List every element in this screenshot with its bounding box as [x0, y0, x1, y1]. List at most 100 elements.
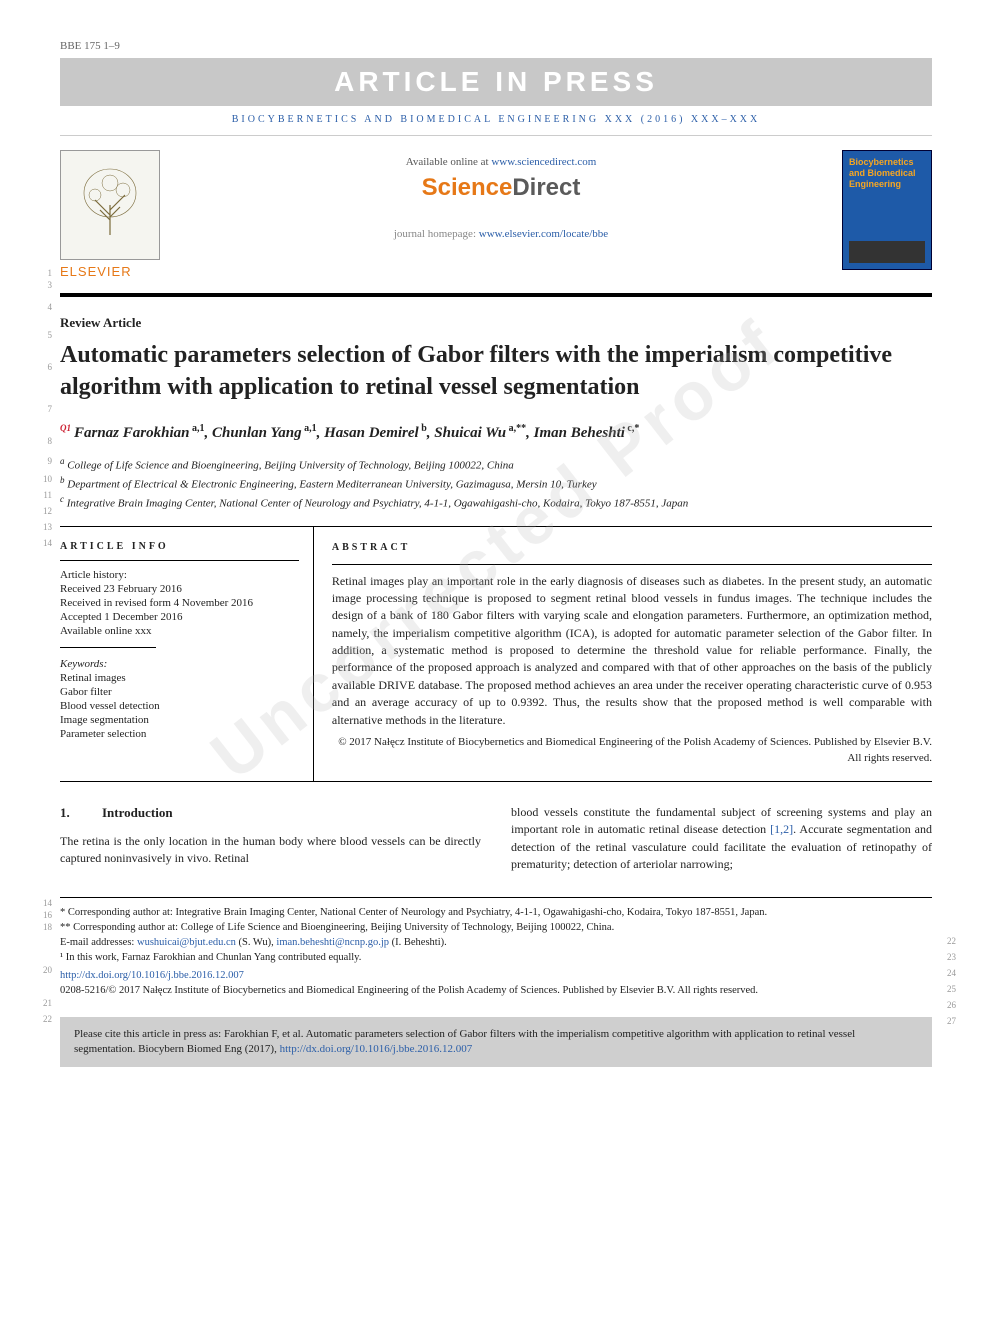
line-numbers-right: 222324252627 — [936, 0, 956, 1097]
author-affiliation-marks: c,* — [625, 423, 639, 434]
cover-title: Biocybernetics and Biomedical Engineerin… — [849, 157, 916, 189]
page-container: 134567891011121314141618202122 222324252… — [0, 0, 992, 1097]
author-name: Shuicai Wu — [434, 425, 506, 441]
keyword-item: Retinal images — [60, 672, 299, 684]
line-number: 26 — [936, 1000, 956, 1010]
email-who-1: (S. Wu), — [236, 937, 277, 948]
in-press-banner: ARTICLE IN PRESS — [60, 58, 932, 106]
line-number: 22 — [936, 936, 956, 946]
elsevier-logo: ELSEVIER — [60, 150, 160, 279]
sciencedirect-logo: ScienceDirect — [180, 174, 822, 202]
journal-cover-thumbnail: Biocybernetics and Biomedical Engineerin… — [842, 150, 932, 270]
line-number: 25 — [936, 984, 956, 994]
section-number: 1. — [60, 804, 102, 823]
reference-link-1-2[interactable]: [1,2] — [770, 822, 793, 836]
affiliation-line: a College of Life Science and Bioenginee… — [60, 455, 932, 474]
elsevier-wordmark: ELSEVIER — [60, 264, 160, 279]
online-date: Available online xxx — [60, 625, 299, 637]
abstract-column: ABSTRACT Retinal images play an importan… — [313, 527, 932, 781]
line-number: 12 — [32, 506, 52, 516]
intro-paragraph-right: blood vessels constitute the fundamental… — [511, 804, 932, 874]
elsevier-tree-icon — [60, 150, 160, 260]
info-abstract-row: ARTICLE INFO Article history: Received 2… — [60, 526, 932, 782]
journal-homepage-link[interactable]: www.elsevier.com/locate/bbe — [479, 228, 608, 240]
intro-paragraph-left: The retina is the only location in the h… — [60, 833, 481, 868]
body-right-column: blood vessels constitute the fundamental… — [511, 804, 932, 874]
issn-copyright: 0208-5216/© 2017 Nałęcz Institute of Bio… — [60, 984, 932, 999]
sd-science-word: Science — [422, 174, 513, 201]
keywords-label: Keywords: — [60, 658, 299, 670]
available-online-line: Available online at www.sciencedirect.co… — [180, 156, 822, 168]
header-block: ELSEVIER Available online at www.science… — [60, 136, 932, 297]
equal-contribution-note: ¹ In this work, Farnaz Farokhian and Chu… — [60, 951, 932, 966]
email-who-2: (I. Beheshti). — [389, 937, 447, 948]
corresponding-author-1: * Corresponding author at: Integrative B… — [60, 906, 932, 921]
line-number: 3 — [32, 280, 52, 290]
article-info-column: ARTICLE INFO Article history: Received 2… — [60, 527, 313, 781]
authors-line: Q1Farnaz Farokhian a,1, Chunlan Yang a,1… — [60, 422, 932, 445]
accepted-date: Accepted 1 December 2016 — [60, 611, 299, 623]
keywords-list: Retinal images Gabor filter Blood vessel d… — [60, 672, 299, 740]
abstract-text: Retinal images play an important role in… — [332, 574, 932, 727]
author-name: Iman Beheshti — [534, 425, 625, 441]
article-info-heading: ARTICLE INFO — [60, 541, 299, 552]
abstract-copyright: © 2017 Nałęcz Institute of Biocybernetic… — [332, 735, 932, 767]
section-1-heading: 1.Introduction — [60, 804, 481, 823]
article-title: Automatic parameters selection of Gabor … — [60, 339, 932, 404]
abstract-heading: ABSTRACT — [332, 541, 932, 556]
query-marker: Q1 — [60, 423, 71, 433]
sciencedirect-url-link[interactable]: www.sciencedirect.com — [491, 156, 596, 168]
sd-direct-word: Direct — [512, 174, 580, 201]
line-number: 14 — [32, 898, 52, 908]
corresponding-author-2: ** Corresponding author at: College of L… — [60, 921, 932, 936]
article-type: Review Article — [60, 315, 932, 331]
keyword-item: Gabor filter — [60, 686, 299, 698]
line-number: 21 — [32, 998, 52, 1008]
author-name: Hasan Demirel — [324, 425, 419, 441]
received-date: Received 23 February 2016 — [60, 583, 299, 595]
article-id: BBE 175 1–9 — [60, 40, 120, 52]
line-number: 27 — [936, 1016, 956, 1026]
line-number: 4 — [32, 302, 52, 312]
line-number: 10 — [32, 474, 52, 484]
affiliations-block: a College of Life Science and Bioenginee… — [60, 455, 932, 512]
cite-doi-link[interactable]: http://dx.doi.org/10.1016/j.bbe.2016.12.… — [280, 1043, 473, 1055]
revised-date: Received in revised form 4 November 2016 — [60, 597, 299, 609]
homepage-prefix: journal homepage: — [394, 228, 479, 240]
keyword-item: Blood vessel detection — [60, 700, 299, 712]
header-center: Available online at www.sciencedirect.co… — [180, 150, 822, 240]
author-name: Farnaz Farokhian — [74, 425, 189, 441]
section-title: Introduction — [102, 805, 173, 820]
author-affiliation-marks: b — [419, 423, 427, 434]
email-link-1[interactable]: wushuicai@bjut.edu.cn — [137, 937, 236, 948]
line-number: 7 — [32, 404, 52, 414]
emails-label: E-mail addresses: — [60, 937, 137, 948]
keyword-item: Image segmentation — [60, 714, 299, 726]
line-number: 20 — [32, 965, 52, 975]
line-number: 9 — [32, 456, 52, 466]
line-number: 6 — [32, 362, 52, 372]
line-number: 13 — [32, 522, 52, 532]
email-line: E-mail addresses: wushuicai@bjut.edu.cn … — [60, 936, 932, 951]
body-left-column: 1.Introduction The retina is the only lo… — [60, 804, 481, 874]
email-link-2[interactable]: iman.beheshti@ncnp.go.jp — [276, 937, 389, 948]
line-number: 11 — [32, 490, 52, 500]
line-number: 14 — [32, 538, 52, 548]
affiliation-line: c Integrative Brain Imaging Center, Nati… — [60, 493, 932, 512]
line-number: 5 — [32, 330, 52, 340]
doi-link[interactable]: http://dx.doi.org/10.1016/j.bbe.2016.12.… — [60, 970, 244, 981]
keyword-item: Parameter selection — [60, 728, 299, 740]
line-number: 18 — [32, 922, 52, 932]
line-number: 8 — [32, 436, 52, 446]
author-affiliation-marks: a,** — [506, 423, 526, 434]
available-prefix: Available online at — [406, 156, 492, 168]
author-affiliation-marks: a,1 — [302, 423, 317, 434]
top-bar: BBE 175 1–9 — [60, 40, 932, 52]
body-columns: 1.Introduction The retina is the only lo… — [60, 804, 932, 874]
line-number: 23 — [936, 952, 956, 962]
line-number: 16 — [32, 910, 52, 920]
homepage-line: journal homepage: www.elsevier.com/locat… — [180, 228, 822, 240]
history-label: Article history: — [60, 569, 299, 581]
cite-this-article-box: Please cite this article in press as: Fa… — [60, 1017, 932, 1068]
line-number: 1 — [32, 268, 52, 278]
